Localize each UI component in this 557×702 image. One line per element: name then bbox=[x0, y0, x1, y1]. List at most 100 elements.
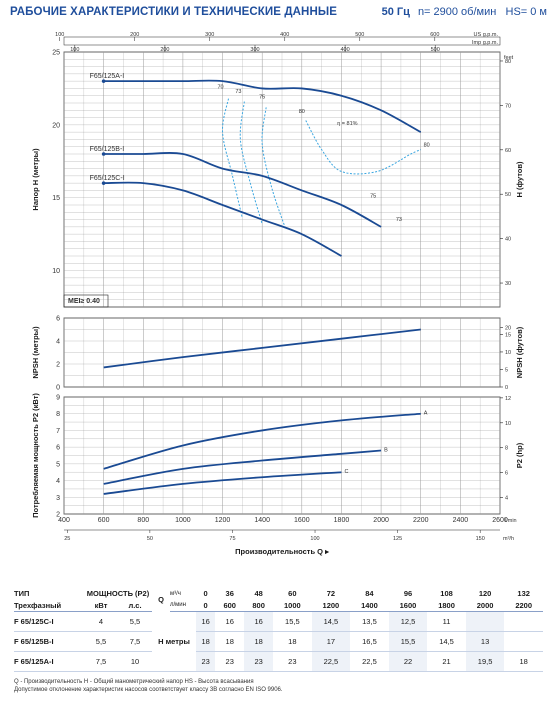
power-hp: 10 bbox=[118, 651, 152, 672]
y-axis-right-label: H (футов) bbox=[515, 161, 524, 197]
q-m3h-7: 108 bbox=[440, 589, 453, 598]
q-lmin-6: 1600 bbox=[388, 599, 428, 612]
efficiency-isoline bbox=[261, 107, 287, 230]
suction-height: HS= 0 м bbox=[505, 6, 548, 18]
us-gpm-tick: 600 bbox=[430, 32, 439, 38]
q-m3h-0: 0 bbox=[203, 589, 208, 598]
y-tick-label: 3 bbox=[56, 495, 60, 502]
y-tick-label: 9 bbox=[56, 395, 60, 402]
model-name: F 65/125C-I bbox=[14, 611, 84, 632]
head-value: 17 bbox=[311, 631, 351, 652]
page-title: РАБОЧИЕ ХАРАКТЕРИСТИКИ И ТЕХНИЧЕСКИЕ ДАН… bbox=[10, 6, 337, 18]
head-value: 16 bbox=[215, 611, 245, 632]
series-label: F65/125B-I bbox=[90, 146, 125, 153]
right-tick-label: 4 bbox=[505, 496, 508, 502]
table-row: F 65/125A-I 7,5 10 23 23 23 23 22,5 22,5… bbox=[14, 651, 543, 672]
efficiency-label: 75 bbox=[259, 95, 265, 101]
power-kw: 5,5 bbox=[84, 631, 118, 652]
head-value: 22 bbox=[388, 651, 428, 672]
x-tick-label: 400 bbox=[58, 517, 70, 524]
y-tick-label: 6 bbox=[56, 445, 60, 452]
efficiency-label: 80 bbox=[299, 109, 305, 115]
head-value: 15,5 bbox=[388, 631, 428, 652]
us-gpm-tick: 200 bbox=[130, 32, 139, 38]
right-tick-label: 12 bbox=[505, 396, 511, 402]
power-kw: 7,5 bbox=[84, 651, 118, 672]
q-m3h-3: 60 bbox=[288, 589, 297, 598]
q-m3h-6: 96 bbox=[403, 589, 413, 598]
m3h-tick-label: 50 bbox=[147, 536, 153, 542]
q-lmin-7: 1800 bbox=[427, 599, 466, 612]
y-tick-label: 0 bbox=[56, 385, 60, 392]
mei-annotation: MEI≥ 0.40 bbox=[68, 298, 100, 305]
x-tick-label: 1200 bbox=[215, 517, 231, 524]
table-row: F 65/125B-I 5,5 7,5 18 18 18 18 17 16,5 … bbox=[14, 631, 543, 652]
right-tick-label: 10 bbox=[505, 350, 511, 356]
y-axis-label: Потребляемая мощность P2 (кВт) bbox=[31, 393, 40, 518]
efficiency-label: 70 bbox=[218, 84, 224, 90]
right-tick-label: 20 bbox=[505, 325, 511, 331]
head-value: 16 bbox=[196, 611, 216, 632]
head-value: 19,5 bbox=[465, 651, 505, 672]
head-value: 23 bbox=[273, 651, 312, 672]
head-value: 22,5 bbox=[311, 651, 351, 672]
x-axis-label: Производительность Q ▸ bbox=[235, 547, 330, 556]
efficiency-label: η = 81% bbox=[337, 121, 357, 127]
us-gpm-tick: 400 bbox=[280, 32, 289, 38]
y-axis-right-label: P2 (hp) bbox=[515, 442, 524, 468]
head-value bbox=[465, 611, 505, 632]
y-tick-label: 2 bbox=[56, 362, 60, 369]
header-m3h: м³/ч bbox=[170, 590, 181, 597]
y-tick-label: 4 bbox=[56, 478, 60, 485]
head-value: 14,5 bbox=[311, 611, 351, 632]
head-value: 18 bbox=[244, 631, 274, 652]
right-tick-label: 40 bbox=[505, 237, 511, 243]
right-tick-label: 70 bbox=[505, 103, 511, 109]
right-tick-label: 8 bbox=[505, 446, 508, 452]
curve-start-point bbox=[101, 152, 106, 156]
performance-table: ТИП МОЩНОСТЬ (P2) Q м³/ч 0 36 48 60 72 8… bbox=[14, 588, 543, 672]
y-tick-label: 5 bbox=[56, 461, 60, 468]
q-lmin-0: 0 bbox=[196, 599, 216, 612]
q-lmin-1: 600 bbox=[215, 599, 245, 612]
footnote-tolerance: Допустимое отклонение характеристик насо… bbox=[14, 687, 283, 693]
head-curve bbox=[103, 181, 342, 257]
right-tick-label: 5 bbox=[505, 367, 508, 373]
q-m3h-4: 72 bbox=[326, 589, 336, 598]
y-tick-label: 7 bbox=[56, 428, 60, 435]
header-hp: л.с. bbox=[118, 599, 152, 612]
header-type: ТИП bbox=[14, 589, 30, 598]
us-gpm-tick: 300 bbox=[205, 32, 214, 38]
m3h-unit-label: m³/h bbox=[503, 536, 514, 542]
m3h-tick-label: 25 bbox=[64, 536, 70, 542]
head-value: 18 bbox=[196, 631, 216, 652]
operating-params: 50 Гц n= 2900 об/мин HS= 0 м bbox=[382, 6, 547, 18]
mei-box bbox=[63, 294, 109, 308]
q-lmin-3: 1000 bbox=[273, 599, 312, 612]
table-header-row: ТИП МОЩНОСТЬ (P2) Q м³/ч 0 36 48 60 72 8… bbox=[14, 588, 543, 604]
header-kw: кВт bbox=[84, 599, 118, 612]
head-value: 13 bbox=[465, 631, 505, 652]
x-tick-label: 1400 bbox=[254, 517, 270, 524]
header-phase: Трехфазный bbox=[14, 599, 84, 612]
header-lmin: л/мин bbox=[170, 599, 196, 612]
us-gpm-tick: 100 bbox=[55, 32, 64, 38]
efficiency-label: 73 bbox=[235, 89, 241, 95]
q-m3h-2: 48 bbox=[254, 589, 263, 598]
q-m3h-8: 120 bbox=[478, 589, 492, 598]
head-value: 12,5 bbox=[388, 611, 428, 632]
header-q: Q bbox=[158, 595, 164, 605]
x-tick-label: 2600 bbox=[492, 517, 508, 524]
m3h-tick-label: 75 bbox=[229, 536, 235, 542]
power-hp: 5,5 bbox=[118, 611, 152, 632]
power-hp: 7,5 bbox=[118, 631, 152, 652]
speed: n= 2900 об/мин bbox=[417, 6, 497, 18]
power-kw: 4 bbox=[84, 611, 118, 632]
right-tick-label: 0 bbox=[505, 385, 508, 391]
model-name: F 65/125B-I bbox=[14, 631, 84, 652]
page-header: РАБОЧИЕ ХАРАКТЕРИСТИКИ И ТЕХНИЧЕСКИЕ ДАН… bbox=[10, 6, 547, 24]
head-value: 15,5 bbox=[273, 611, 312, 632]
head-value: 18 bbox=[273, 631, 312, 652]
model-name: F 65/125A-I bbox=[14, 651, 84, 672]
